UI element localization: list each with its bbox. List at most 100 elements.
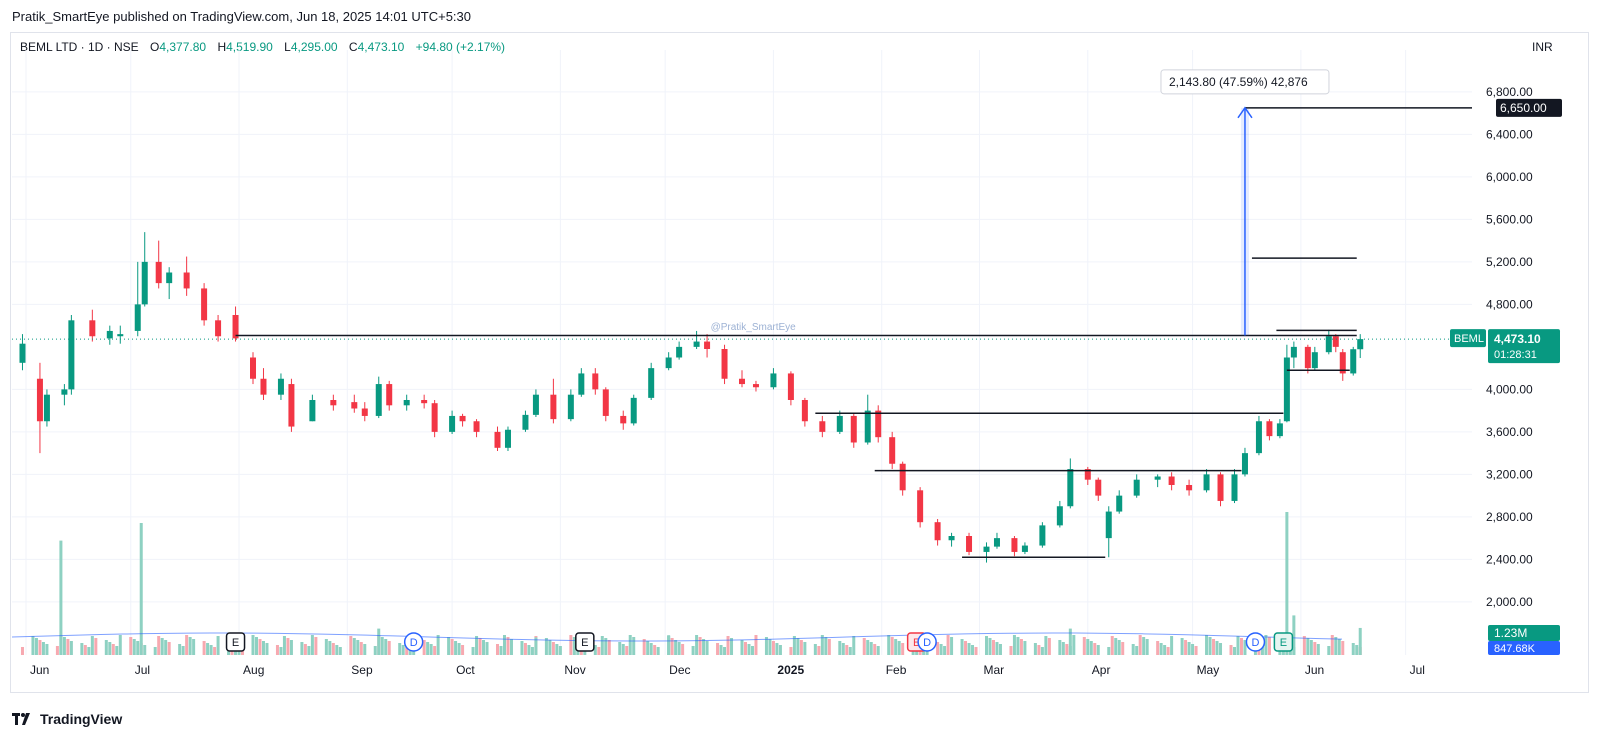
volume-bar	[548, 640, 552, 655]
candle-body	[819, 421, 826, 432]
volume-bar	[852, 636, 856, 655]
candle-body	[61, 389, 68, 395]
volume-bar	[572, 637, 576, 655]
volume-bar	[1135, 646, 1139, 655]
volume-bar	[1065, 644, 1069, 655]
event-marker-label: E	[913, 637, 920, 649]
candle-body	[648, 368, 655, 398]
x-axis-tick-label: 2025	[777, 663, 804, 677]
volume-bar	[901, 643, 905, 655]
candle-body	[421, 400, 428, 404]
volume-bar	[328, 641, 332, 655]
candle-body	[1255, 421, 1262, 454]
volume-bar	[1142, 637, 1146, 655]
volume-bar	[1355, 645, 1359, 655]
volume-bar	[1187, 642, 1191, 655]
volume-bar	[1058, 640, 1062, 655]
candle-body	[1276, 423, 1283, 437]
volume-bar	[178, 644, 182, 655]
volume-bar	[964, 641, 968, 655]
volume-bar	[789, 647, 793, 655]
candle-body	[504, 429, 511, 448]
volume-bar	[628, 635, 632, 655]
volume-bar	[1292, 615, 1296, 655]
volume-bar	[558, 646, 562, 655]
volume-bar	[373, 646, 377, 655]
volume-bar	[984, 636, 988, 655]
candle-body	[620, 415, 627, 424]
candle-body	[592, 373, 599, 390]
candle-body	[43, 394, 50, 422]
volume-bar	[1040, 647, 1044, 655]
volume-bar	[1121, 642, 1125, 655]
footer-brand[interactable]: TradingView	[12, 711, 122, 727]
volume-bar	[349, 636, 353, 655]
volume-bar	[108, 642, 112, 655]
volume-bar	[426, 642, 430, 655]
candle-body	[351, 402, 358, 409]
volume-ma-tag	[1488, 641, 1560, 655]
x-axis-tick-label: Jul	[1410, 663, 1425, 677]
volume-bar	[1243, 640, 1247, 655]
volume-bar	[1016, 637, 1020, 655]
event-marker-label: D	[1251, 637, 1259, 649]
currency-label[interactable]: INR	[1532, 40, 1553, 54]
volume-bar	[705, 641, 709, 655]
volume-bar	[841, 643, 845, 655]
y-axis-tick-label: 3,600.00	[1486, 425, 1533, 439]
volume-bar	[1019, 639, 1023, 655]
target-price-tag	[1496, 98, 1562, 117]
candle-body	[1186, 485, 1193, 491]
candle-body	[1241, 453, 1248, 475]
candle-body	[277, 378, 284, 395]
candle-body	[134, 304, 141, 331]
volume-bar	[286, 638, 290, 655]
volume-bar	[803, 642, 807, 655]
volume-bar	[943, 646, 947, 655]
volume-tag	[1488, 625, 1560, 641]
volume-bar	[129, 637, 133, 655]
volume-bar	[1212, 639, 1216, 655]
x-axis-tick-label: Apr	[1092, 663, 1111, 677]
candle-body	[864, 410, 871, 443]
close-label: C	[348, 40, 358, 54]
volume-bar	[995, 642, 999, 655]
volume-bar	[530, 647, 534, 655]
volume-bar	[1337, 639, 1341, 655]
candle-body	[532, 394, 539, 415]
volume-bar	[1229, 645, 1233, 655]
y-axis-tick-label: 4,000.00	[1486, 382, 1533, 396]
volume-bar	[1264, 635, 1268, 655]
volume-bar	[998, 644, 1002, 655]
volume-bar	[820, 635, 824, 655]
volume-bar	[356, 640, 360, 655]
symbol-label[interactable]: BEML LTD · 1D · NSE	[20, 40, 139, 54]
x-axis-tick-label: Sep	[351, 663, 373, 677]
volume-bar	[454, 641, 458, 655]
dividend-marker	[1245, 632, 1266, 652]
volume-bar	[450, 639, 454, 655]
volume-bar	[1037, 645, 1041, 655]
candle-body	[917, 490, 924, 523]
volume-bar	[607, 640, 611, 655]
volume-bar	[87, 647, 91, 655]
volume-bar	[747, 644, 751, 655]
volume-bar	[726, 636, 730, 655]
last-price-tag-countdown: 01:28:31	[1494, 349, 1537, 361]
candle-body	[1350, 349, 1357, 374]
volume-bar	[1309, 640, 1313, 655]
volume-ma-tag-text: 847.68K	[1494, 643, 1536, 655]
volume-bar	[656, 647, 660, 655]
volume-bar	[447, 637, 451, 655]
volume-bar	[845, 645, 849, 655]
low-label: L	[284, 40, 291, 54]
candle-body	[1056, 506, 1063, 526]
volume-bar	[960, 639, 964, 655]
candle-body	[1283, 357, 1290, 422]
candle-body	[250, 357, 257, 379]
candle-body	[752, 384, 759, 388]
last-price-tag	[1488, 329, 1560, 364]
volume-bar	[1072, 635, 1076, 655]
volume-bar	[848, 647, 852, 655]
